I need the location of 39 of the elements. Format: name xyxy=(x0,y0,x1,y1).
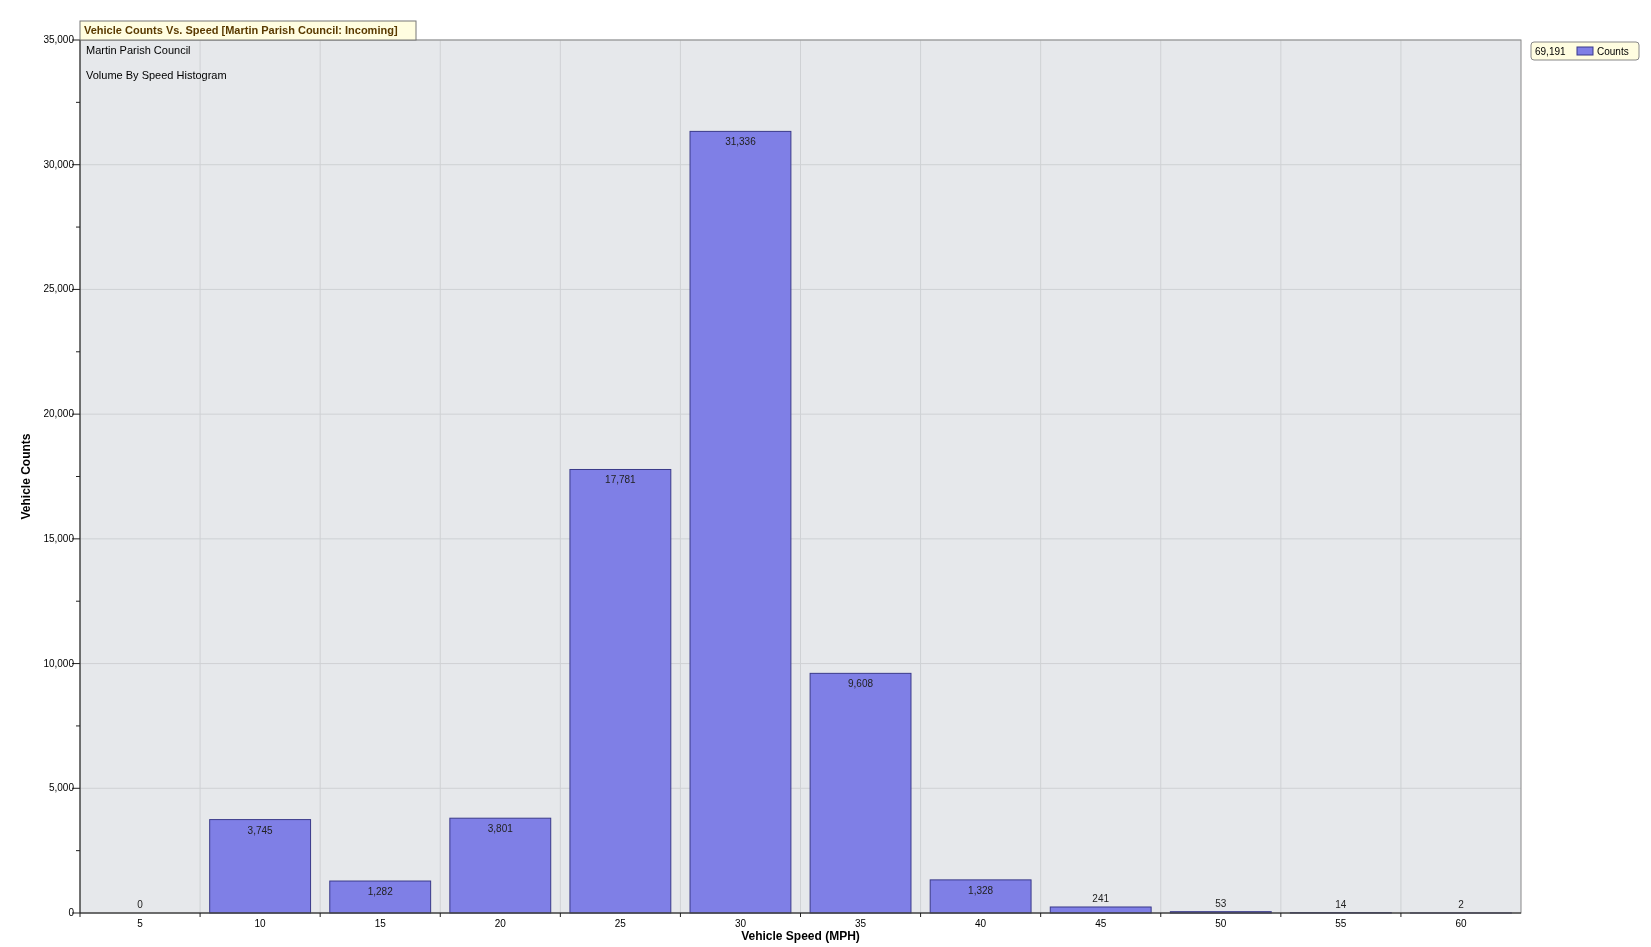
y-tick-label: 35,000 xyxy=(43,34,75,45)
x-tick-label: 40 xyxy=(975,918,987,929)
data-label: 31,336 xyxy=(725,136,757,148)
x-tick-label: 15 xyxy=(374,918,387,929)
x-tick-label: 35 xyxy=(854,918,867,929)
x-tick-label: 10 xyxy=(254,918,267,929)
x-tick-label: 5 xyxy=(137,918,144,929)
x-tick-label: 25 xyxy=(614,918,627,929)
x-tick-label: 30 xyxy=(734,918,747,929)
x-tick-label: 45 xyxy=(1095,918,1107,929)
data-label: 241 xyxy=(1092,892,1110,904)
y-tick-label: 30,000 xyxy=(43,158,75,170)
data-label: 53 xyxy=(1215,897,1227,909)
x-tick-label: 50 xyxy=(1215,918,1227,929)
data-label: 0 xyxy=(137,899,144,910)
y-tick-label: 25,000 xyxy=(43,283,75,295)
data-label: 3,801 xyxy=(487,823,514,835)
data-label: 1,328 xyxy=(968,884,994,896)
data-label: 2 xyxy=(1458,898,1465,910)
chart-subtitle: Martin Parish Council xyxy=(86,44,191,56)
y-tick-label: 10,000 xyxy=(43,657,75,669)
data-label: 1,282 xyxy=(367,886,394,898)
y-tick-label: 5,000 xyxy=(48,782,75,794)
y-tick-label: 15,000 xyxy=(43,532,75,544)
x-axis-title: Vehicle Speed (MPH) xyxy=(741,929,860,943)
y-tick-label: 0 xyxy=(68,907,75,918)
annotation: Volume By Speed Histogram xyxy=(86,69,227,81)
text: 69,191 xyxy=(1535,46,1567,57)
data-label: 3,745 xyxy=(247,824,274,836)
x-tick-label: 55 xyxy=(1335,918,1347,929)
data-label: 9,608 xyxy=(848,678,874,690)
y-tick-label: 20,000 xyxy=(43,408,75,420)
x-tick-label: 20 xyxy=(494,918,507,929)
data-label: 14 xyxy=(1335,898,1347,910)
data-label: 17,781 xyxy=(605,474,637,486)
legend-label: Counts xyxy=(1597,46,1629,57)
x-tick-label: 60 xyxy=(1455,918,1467,929)
y-axis-title: Vehicle Counts xyxy=(19,433,33,520)
chart-title: Vehicle Counts Vs. Speed [Martin Parish Council: Incoming] xyxy=(84,24,398,36)
